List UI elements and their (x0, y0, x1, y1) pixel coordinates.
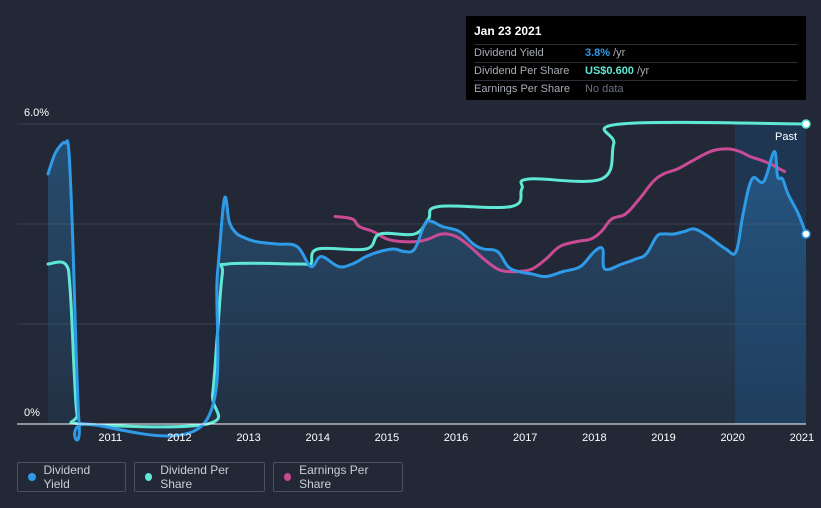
tooltip-label: Dividend Per Share (474, 65, 570, 77)
tooltip-value: 3.8% (585, 47, 611, 59)
tooltip-label: Dividend Yield (474, 47, 544, 59)
x-tick-label: 2018 (582, 432, 606, 444)
dividend-yield-area (48, 140, 806, 440)
tooltip-unit: /yr (636, 65, 650, 77)
tooltip-value: No data (585, 83, 624, 95)
dividend-per-share-line (46, 120, 808, 429)
dividend-yield-line (46, 139, 808, 442)
x-tick-label: 2019 (651, 432, 675, 444)
tooltip-row-dividend-yield: Dividend Yield 3.8% /yr (474, 44, 798, 62)
x-tick-label: 2016 (444, 432, 468, 444)
legend-dividend-per-share[interactable]: Dividend Per Share (134, 462, 265, 492)
x-tick-label: 2012 (167, 432, 191, 444)
tooltip-row-earnings-per-share: Earnings Per Share No data (474, 80, 798, 98)
legend-label: Earnings Per Share (299, 463, 369, 491)
legend-dividend-yield[interactable]: Dividend Yield (17, 462, 126, 492)
legend-dot-icon (28, 473, 36, 481)
legend-dot-icon (284, 473, 292, 481)
legend-label: Dividend Yield (43, 463, 91, 491)
tooltip-row-dividend-per-share: Dividend Per Share US$0.600 /yr (474, 62, 798, 80)
tooltip: Jan 23 2021 Dividend Yield 3.8% /yr Divi… (466, 16, 806, 100)
y-tick-label-bottom: 0% (24, 407, 40, 419)
x-tick-label: 2013 (236, 432, 260, 444)
legend-dot-icon (145, 473, 153, 481)
tooltip-unit: /yr (613, 47, 626, 59)
x-tick-label: 2021 (790, 432, 814, 444)
legend-label: Dividend Per Share (160, 463, 229, 491)
tooltip-value: US$0.600 (585, 65, 634, 77)
x-tick-label: 2011 (98, 432, 122, 444)
tooltip-date: Jan 23 2021 (474, 24, 542, 38)
dividend-per-share-end-marker (801, 119, 811, 129)
x-tick-label: 2014 (305, 432, 329, 444)
tooltip-label: Earnings Per Share (474, 83, 570, 95)
y-tick-label-top: 6.0% (24, 107, 49, 119)
x-tick-label: 2015 (375, 432, 399, 444)
past-label: Past (775, 131, 797, 143)
x-tick-label: 2020 (720, 432, 744, 444)
legend-earnings-per-share[interactable]: Earnings Per Share (273, 462, 403, 492)
dividend-yield-end-marker (801, 229, 811, 239)
x-tick-label: 2017 (513, 432, 537, 444)
